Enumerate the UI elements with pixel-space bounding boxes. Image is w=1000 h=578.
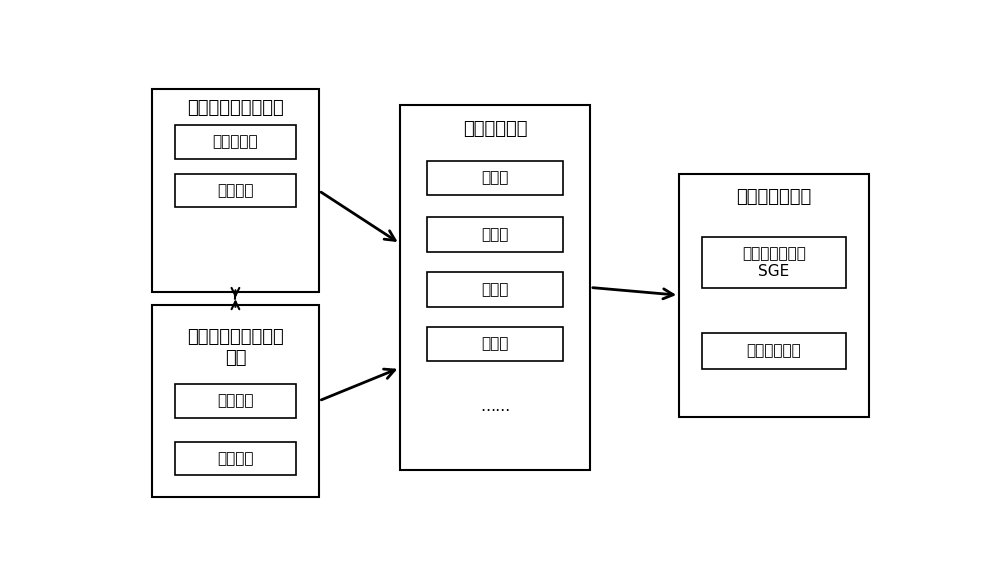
Text: 户表层: 户表层 <box>481 336 509 351</box>
Text: 标准化图形引擎
SGE: 标准化图形引擎 SGE <box>742 246 806 279</box>
Text: 各元素层识别: 各元素层识别 <box>463 120 527 138</box>
Bar <box>702 237 846 288</box>
Text: 单一模型: 单一模型 <box>217 394 254 409</box>
Text: 标准化配电台区模型
构建: 标准化配电台区模型 构建 <box>187 328 284 367</box>
Bar <box>152 305 319 497</box>
Text: 自助引导式成图: 自助引导式成图 <box>736 188 812 206</box>
Text: 勾稽校验: 勾稽校验 <box>217 183 254 198</box>
Text: ……: …… <box>480 399 510 413</box>
Text: 元素定义与台帐耦合: 元素定义与台帐耦合 <box>187 99 284 117</box>
Bar <box>702 333 846 369</box>
Text: 线路层: 线路层 <box>481 281 509 297</box>
Bar <box>427 327 563 361</box>
Bar <box>175 442 296 475</box>
Bar <box>427 161 563 195</box>
Bar <box>400 105 590 470</box>
Text: 母线层: 母线层 <box>481 227 509 242</box>
Bar <box>427 272 563 306</box>
Bar <box>175 125 296 159</box>
Text: 配变层: 配变层 <box>481 171 509 186</box>
Bar <box>427 217 563 252</box>
Text: 引导关系梳理: 引导关系梳理 <box>747 343 801 358</box>
Bar <box>175 174 296 208</box>
Text: 整体模型: 整体模型 <box>217 451 254 466</box>
Bar <box>679 174 869 417</box>
Bar <box>175 384 296 418</box>
Text: 耦合信息点: 耦合信息点 <box>213 135 258 150</box>
Bar <box>152 90 319 292</box>
